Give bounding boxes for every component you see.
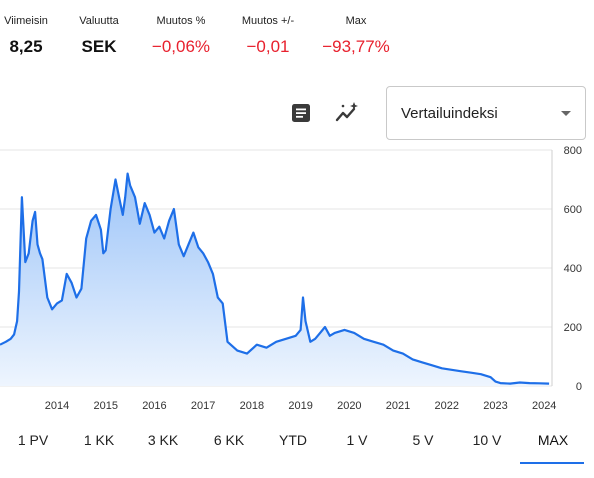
x-tick-label: 2022 bbox=[435, 400, 459, 412]
benchmark-index-dropdown[interactable]: Vertailuindeksi bbox=[386, 86, 586, 140]
stat-change-pct: Muutos % −0,06% bbox=[142, 14, 220, 56]
period-max[interactable]: MAX bbox=[537, 432, 569, 448]
x-tick-label: 2017 bbox=[191, 400, 215, 412]
period-1-day[interactable]: 1 PV bbox=[17, 432, 49, 448]
stat-max-value: −93,77% bbox=[322, 37, 390, 56]
period-active-indicator bbox=[520, 462, 584, 464]
stat-currency-label: Valuutta bbox=[79, 15, 119, 27]
x-tick-label: 2020 bbox=[337, 400, 361, 412]
y-tick-label: 600 bbox=[564, 204, 582, 216]
stat-currency-value: SEK bbox=[81, 37, 117, 56]
stat-max-label: Max bbox=[345, 15, 367, 27]
x-axis-ticks: 2014 2015 2016 2017 2018 2019 2020 2021 2022 2023… bbox=[45, 400, 557, 412]
x-tick-label: 2018 bbox=[240, 400, 264, 412]
stat-change-pct-label: Muutos % bbox=[156, 15, 206, 27]
period-6-months[interactable]: 6 KK bbox=[213, 432, 245, 448]
x-tick-label: 2014 bbox=[45, 400, 69, 412]
x-tick-label: 2024 bbox=[532, 400, 556, 412]
stat-max: Max −93,77% bbox=[316, 14, 396, 56]
period-1-month[interactable]: 1 KK bbox=[83, 432, 115, 448]
benchmark-index-selected: Vertailuindeksi bbox=[401, 105, 498, 122]
stat-latest: Viimeisin 8,25 bbox=[2, 14, 50, 56]
x-tick-label: 2021 bbox=[386, 400, 410, 412]
stat-latest-value: 8,25 bbox=[9, 37, 43, 56]
y-axis-ticks: 0 200 400 600 800 bbox=[564, 145, 582, 393]
period-5-years[interactable]: 5 V bbox=[412, 432, 434, 448]
x-tick-label: 2015 bbox=[93, 400, 117, 412]
news-document-icon[interactable] bbox=[288, 100, 314, 126]
y-tick-label: 800 bbox=[564, 145, 582, 157]
chevron-down-icon bbox=[561, 111, 571, 116]
period-1-year[interactable]: 1 V bbox=[346, 432, 368, 448]
stat-change-pct-value: −0,06% bbox=[151, 37, 211, 56]
quote-stats: Viimeisin 8,25 Valuutta SEK Muutos % −0,… bbox=[0, 14, 420, 60]
stat-change-abs: Muutos +/- −0,01 bbox=[230, 14, 306, 56]
x-tick-label: 2016 bbox=[142, 400, 166, 412]
x-tick-label: 2023 bbox=[483, 400, 507, 412]
y-tick-label: 0 bbox=[576, 381, 582, 393]
stat-change-abs-label: Muutos +/- bbox=[241, 15, 295, 27]
period-ytd[interactable]: YTD bbox=[279, 432, 307, 448]
y-tick-label: 400 bbox=[564, 263, 582, 275]
sparkle-trend-icon[interactable] bbox=[334, 100, 360, 126]
period-selector: 1 PV 1 KK 3 KK 6 KK YTD 1 V 5 V 10 V MAX bbox=[0, 424, 594, 464]
price-area bbox=[0, 173, 550, 386]
stat-currency: Valuutta SEK bbox=[70, 14, 128, 56]
price-line bbox=[0, 172, 550, 385]
y-tick-label: 200 bbox=[564, 322, 582, 334]
stat-latest-label: Viimeisin bbox=[4, 15, 48, 27]
period-3-months[interactable]: 3 KK bbox=[147, 432, 179, 448]
period-10-years[interactable]: 10 V bbox=[472, 432, 502, 448]
chart-toolbar: Vertailuindeksi bbox=[0, 86, 594, 142]
stat-change-abs-value: −0,01 bbox=[246, 37, 290, 56]
x-tick-label: 2019 bbox=[288, 400, 312, 412]
